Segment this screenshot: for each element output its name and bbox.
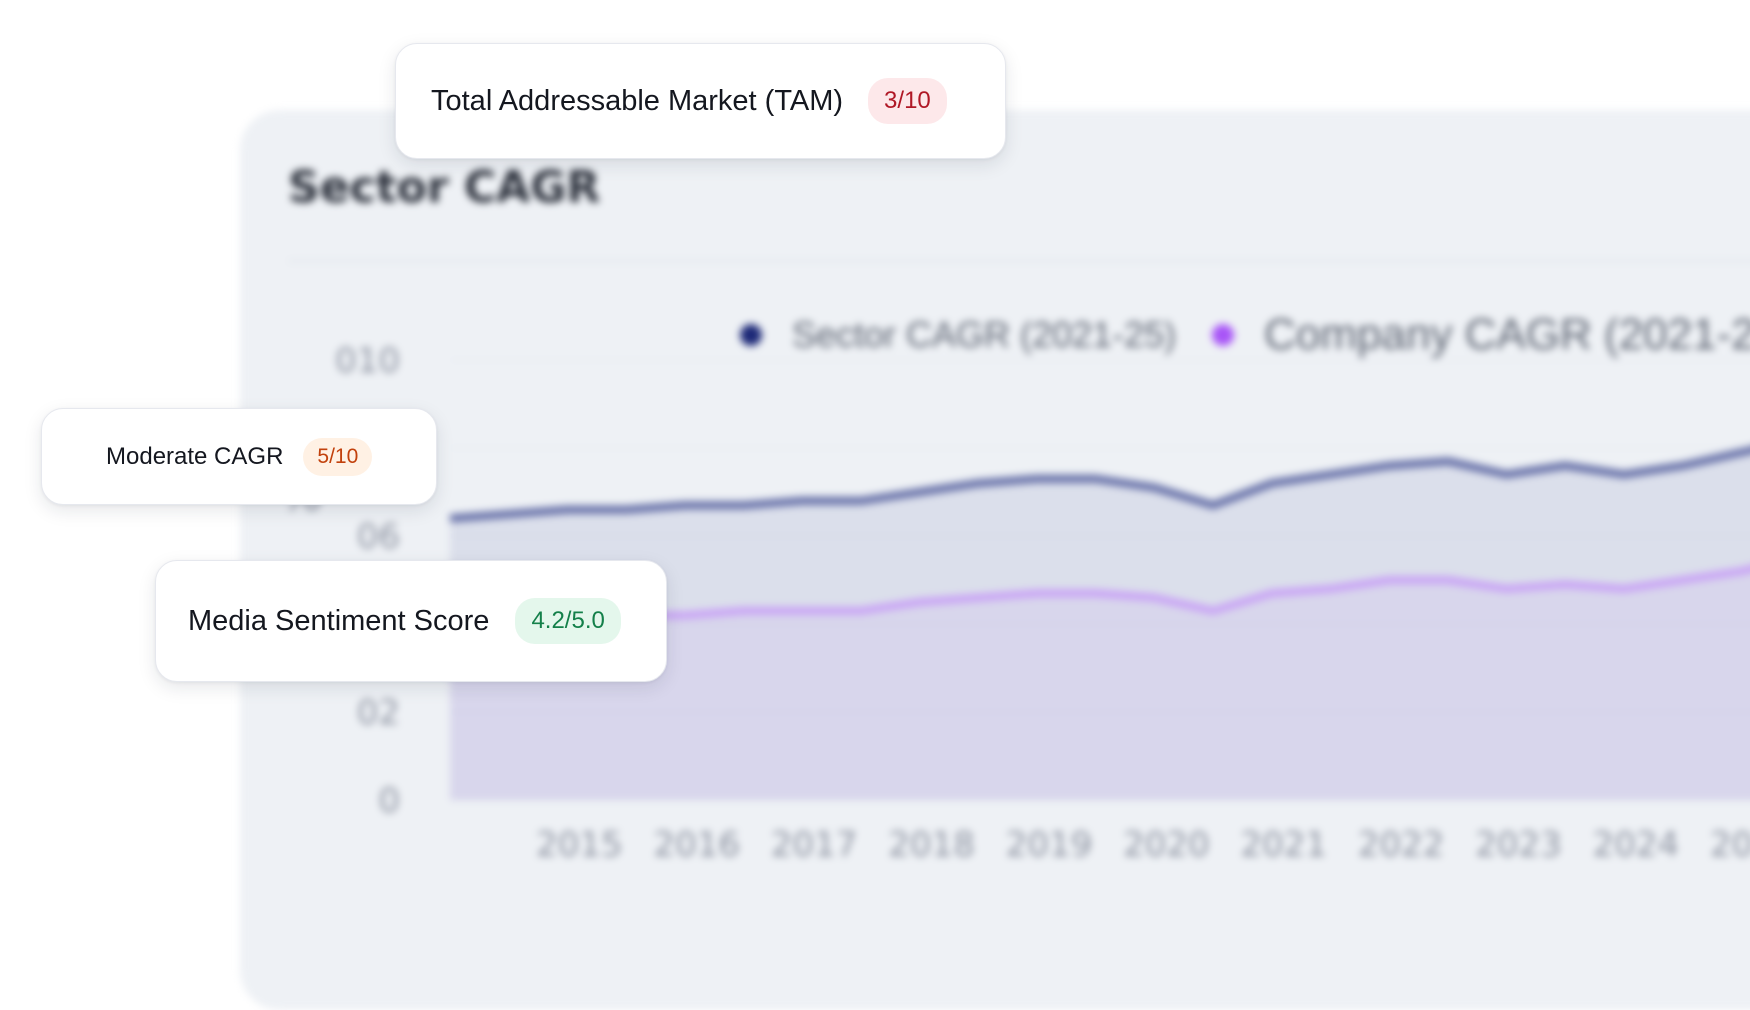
y-tick-label: 02	[357, 693, 400, 733]
y-tick-label: 0	[378, 781, 400, 821]
y-tick-label: 06	[357, 517, 400, 557]
media-sentiment-badge: 4.2/5.0	[515, 598, 621, 644]
series-layer	[449, 446, 1750, 800]
media-sentiment-card[interactable]: Media Sentiment Score 4.2/5.0	[155, 560, 667, 682]
x-tick-label: 2025	[1710, 825, 1750, 865]
chart-panel: Sector CAGR Sector CAGR (2021-25) Compan…	[240, 110, 1750, 1010]
legend-item-sector[interactable]: Sector CAGR (2021-25)	[740, 314, 1176, 356]
legend-item-company[interactable]: Company CAGR (2021-25)	[1212, 310, 1750, 360]
chart-plot: % 002040608010 2015201620172018201920202…	[280, 341, 1750, 865]
y-tick-label: 010	[335, 341, 400, 381]
chart-legend: Sector CAGR (2021-25) Company CAGR (2021…	[740, 310, 1750, 360]
legend-label-company: Company CAGR (2021-25)	[1264, 310, 1750, 359]
chart-divider	[288, 260, 1750, 262]
legend-dot-company	[1212, 324, 1235, 346]
x-tick-label: 2020	[1123, 825, 1210, 865]
x-tick-label: 2019	[1006, 825, 1093, 865]
x-tick-label: 2022	[1358, 825, 1445, 865]
series-line-1	[449, 565, 1750, 628]
legend-label-sector: Sector CAGR (2021-25)	[792, 314, 1177, 355]
media-sentiment-label: Media Sentiment Score	[188, 604, 490, 637]
series-area-1	[450, 569, 1750, 800]
x-tick-label: 2017	[771, 825, 858, 865]
cagr-score-badge: 5/10	[303, 437, 373, 476]
x-tick-label: 2018	[888, 825, 975, 865]
tam-score-card[interactable]: Total Addressable Market (TAM) 3/10	[395, 43, 1006, 159]
chart-title: Sector CAGR	[288, 162, 601, 213]
cagr-label: Moderate CAGR	[106, 442, 284, 470]
grid-lines	[450, 359, 1750, 801]
cagr-score-card[interactable]: Moderate CAGR 5/10	[41, 408, 437, 505]
x-tick-label: 2016	[654, 825, 741, 865]
x-tick-label: 2024	[1593, 825, 1680, 865]
x-tick-label: 2015	[536, 825, 623, 865]
x-axis-ticks: 2015 2016 2017 2018 2019 2020 2021 2022 2023 2024…	[536, 825, 1750, 865]
series-area-0	[450, 450, 1750, 800]
x-tick-label: 2021	[1240, 825, 1327, 865]
legend-dot-sector	[740, 324, 762, 346]
tam-score-badge: 3/10	[868, 78, 947, 124]
series-line-0	[449, 446, 1750, 523]
x-tick-label: 2023	[1475, 825, 1562, 865]
tam-label: Total Addressable Market (TAM)	[431, 84, 844, 117]
